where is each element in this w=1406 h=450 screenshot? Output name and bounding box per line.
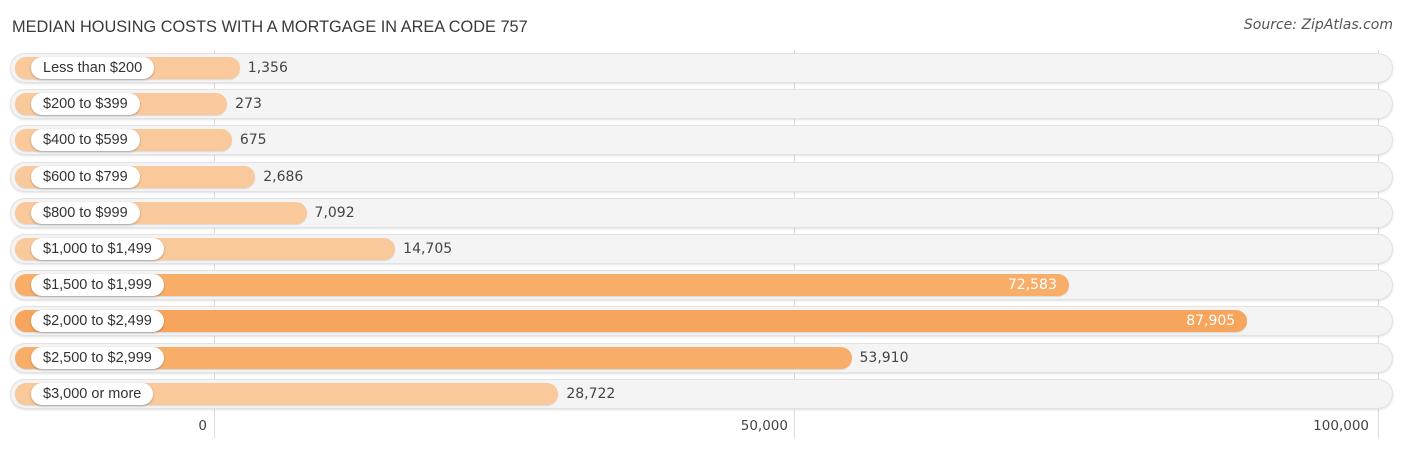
value-label: 7,092 [314,204,355,221]
bar-row: $1,000 to $1,499 14,705 [10,234,1393,264]
bar-row: $600 to $799 2,686 [10,161,1393,192]
tick-50000: 50,000 [740,418,788,434]
category-label: $800 to $999 [31,201,140,224]
bar-row: $200 to $399 273 [10,89,1393,120]
category-label: $2,000 to $2,499 [31,310,164,333]
bar-row: $2,000 to $2,499 87,905 [10,306,1393,337]
bar-row: $1,500 to $1,999 72,583 [10,270,1393,301]
bar-row: $3,000 or more 28,722 [10,378,1393,409]
bar [15,274,1069,297]
bar-row: $800 to $999 7,092 [10,197,1393,228]
chart-title: MEDIAN HOUSING COSTS WITH A MORTGAGE IN … [12,17,528,36]
value-label: 14,705 [403,241,453,257]
tick-100000: 100,000 [1313,418,1369,434]
tick-0: 0 [198,418,207,434]
value-label: 28,722 [566,385,616,402]
value-label: 72,583 [1007,277,1057,294]
bar-track [10,53,1393,83]
value-label: 53,910 [859,349,909,366]
bar [15,346,852,369]
category-label: $600 to $799 [31,165,140,188]
bar-row: Less than $200 1,356 [10,53,1393,83]
value-label: 87,905 [1186,313,1236,330]
category-label: $200 to $399 [31,93,140,116]
category-label: $400 to $599 [31,129,140,152]
bar [15,310,1248,333]
value-label: 273 [235,96,262,113]
source-label: Source: ZipAtlas.com [1243,17,1393,33]
category-label: $3,000 or more [31,382,154,405]
bar-row: $2,500 to $2,999 53,910 [10,342,1393,373]
bar-row: $400 to $599 675 [10,125,1393,156]
category-label: $1,500 to $1,999 [31,274,164,297]
category-label: $1,000 to $1,499 [31,238,164,260]
bar-track [10,89,1393,120]
bar-track [10,125,1393,156]
category-label: $2,500 to $2,999 [31,346,164,369]
value-label: 675 [239,132,267,149]
category-label: Less than $200 [31,57,155,79]
value-label: 2,686 [263,168,304,185]
value-label: 1,356 [247,60,288,76]
